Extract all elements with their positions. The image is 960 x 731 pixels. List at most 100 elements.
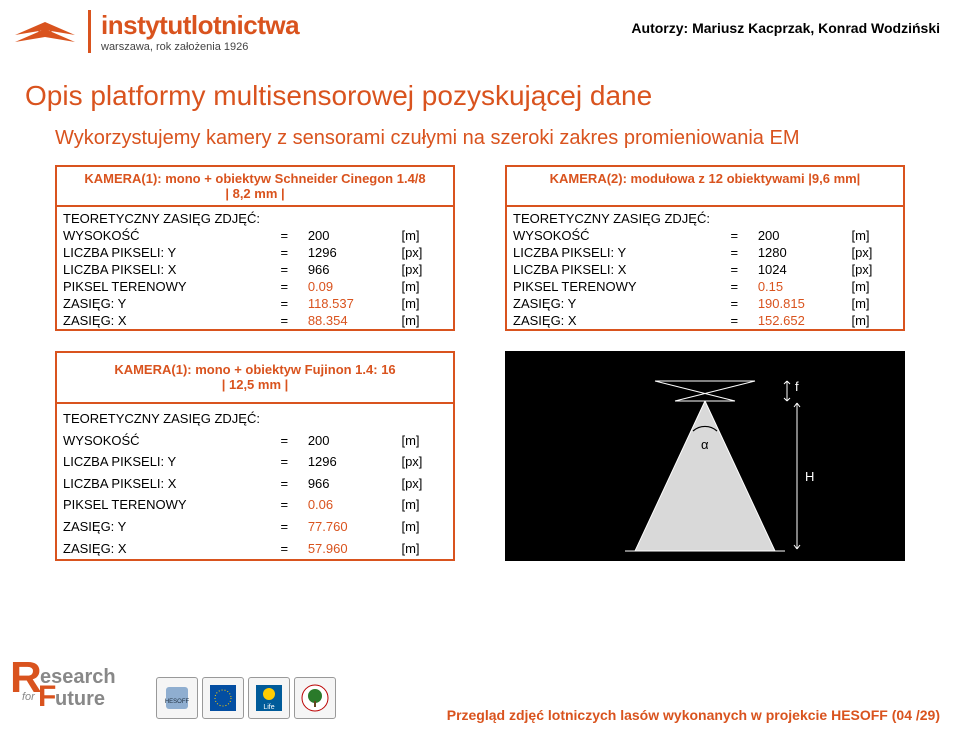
tables-row-2: KAMERA(1): mono + obiektyw Fujinon 1.4: … — [55, 351, 960, 561]
table-row: PIKSEL TERENOWY=0.15[m] — [506, 278, 904, 295]
row-label: LICZBA PIKSELI: X — [506, 261, 717, 278]
cam3-body: WYSOKOŚĆ=200[m]LICZBA PIKSELI: Y=1296[px… — [56, 429, 454, 560]
table-row: WYSOKOŚĆ=200[m] — [56, 227, 454, 244]
row-eq: = — [267, 261, 302, 278]
row-unit: [m] — [395, 429, 454, 451]
row-eq: = — [717, 295, 752, 312]
camera2-table: KAMERA(2): modułowa z 12 obiektywami |9,… — [505, 165, 905, 331]
row-label: LICZBA PIKSELI: Y — [56, 451, 267, 473]
logo-block: instytutlotnictwa warszawa, rok założeni… — [10, 10, 299, 60]
row-unit: [m] — [845, 295, 904, 312]
logo-subtitle: warszawa, rok założenia 1926 — [101, 41, 299, 53]
optics-diagram: f α H — [505, 351, 905, 561]
row-value: 57.960 — [302, 537, 396, 560]
table-row: LICZBA PIKSELI: Y=1296[px] — [56, 244, 454, 261]
row-eq: = — [267, 516, 302, 538]
row-unit: [m] — [395, 516, 454, 538]
row-label: PIKSEL TERENOWY — [56, 494, 267, 516]
table-row: PIKSEL TERENOWY=0.06[m] — [56, 494, 454, 516]
authors-text: Autorzy: Mariusz Kacprzak, Konrad Wodziń… — [631, 20, 940, 36]
tables-row-1: KAMERA(1): mono + obiektyw Schneider Cin… — [55, 165, 960, 331]
table-row: ZASIĘG: X=152.652[m] — [506, 312, 904, 330]
row-unit: [m] — [395, 227, 454, 244]
table-row: LICZBA PIKSELI: X=966[px] — [56, 472, 454, 494]
row-label: ZASIĘG: X — [506, 312, 717, 330]
table-row: LICZBA PIKSELI: Y=1280[px] — [506, 244, 904, 261]
row-label: PIKSEL TERENOWY — [506, 278, 717, 295]
row-label: WYSOKOŚĆ — [56, 429, 267, 451]
logo-title: instytutlotnictwa — [101, 10, 299, 41]
row-eq: = — [717, 278, 752, 295]
row-label: WYSOKOŚĆ — [506, 227, 717, 244]
camera1-table: KAMERA(1): mono + obiektyw Schneider Cin… — [55, 165, 455, 331]
row-eq: = — [267, 429, 302, 451]
row-value: 118.537 — [302, 295, 396, 312]
row-unit: [m] — [845, 278, 904, 295]
row-eq: = — [717, 244, 752, 261]
row-unit: [m] — [845, 227, 904, 244]
row-label: LICZBA PIKSELI: Y — [506, 244, 717, 261]
cam3-title-l1: KAMERA(1): mono + obiektyw Fujinon 1.4: … — [61, 362, 449, 377]
row-eq: = — [267, 244, 302, 261]
cam3-title-l2: | 12,5 mm | — [61, 377, 449, 392]
row-label: PIKSEL TERENOWY — [56, 278, 267, 295]
cam1-body: WYSOKOŚĆ=200[m]LICZBA PIKSELI: Y=1296[px… — [56, 227, 454, 330]
row-value: 1024 — [752, 261, 846, 278]
uture-text: uture — [55, 688, 105, 711]
row-label: ZASIĘG: X — [56, 537, 267, 560]
row-value: 966 — [302, 472, 396, 494]
row-eq: = — [267, 295, 302, 312]
row-unit: [px] — [845, 261, 904, 278]
row-value: 200 — [752, 227, 846, 244]
cam3-section: TEORETYCZNY ZASIĘG ZDJĘĆ: — [56, 403, 454, 430]
row-value: 190.815 — [752, 295, 846, 312]
row-eq: = — [267, 537, 302, 560]
row-value: 1280 — [752, 244, 846, 261]
row-unit: [px] — [395, 261, 454, 278]
row-eq: = — [267, 472, 302, 494]
row-eq: = — [717, 261, 752, 278]
row-label: ZASIĘG: Y — [56, 516, 267, 538]
row-label: LICZBA PIKSELI: X — [56, 261, 267, 278]
row-label: ZASIĘG: Y — [56, 295, 267, 312]
row-eq: = — [717, 227, 752, 244]
table-row: ZASIĘG: X=57.960[m] — [56, 537, 454, 560]
table-row: WYSOKOŚĆ=200[m] — [56, 429, 454, 451]
alpha-label: α — [701, 437, 709, 452]
row-unit: [m] — [395, 312, 454, 330]
badge-eu — [202, 677, 244, 719]
footer: R esearch for F uture HESOFF Life Przegl… — [0, 661, 960, 731]
table-row: ZASIĘG: Y=118.537[m] — [56, 295, 454, 312]
row-label: WYSOKOŚĆ — [56, 227, 267, 244]
row-eq: = — [267, 312, 302, 330]
svg-text:HESOFF: HESOFF — [165, 699, 190, 705]
row-value: 88.354 — [302, 312, 396, 330]
table-row: ZASIĘG: X=88.354[m] — [56, 312, 454, 330]
row-label: LICZBA PIKSELI: X — [56, 472, 267, 494]
table-row: WYSOKOŚĆ=200[m] — [506, 227, 904, 244]
row-value: 200 — [302, 227, 396, 244]
header: instytutlotnictwa warszawa, rok założeni… — [0, 0, 960, 60]
row-value: 0.06 — [302, 494, 396, 516]
for-text: for — [22, 691, 35, 703]
cam1-title-l2: | 8,2 mm | — [61, 186, 449, 201]
row-label: LICZBA PIKSELI: Y — [56, 244, 267, 261]
badge-hesoff: HESOFF — [156, 677, 198, 719]
row-label: ZASIĘG: Y — [506, 295, 717, 312]
badge-tree — [294, 677, 336, 719]
row-value: 1296 — [302, 244, 396, 261]
row-eq: = — [267, 227, 302, 244]
badge-life: Life — [248, 677, 290, 719]
f-label: f — [795, 379, 799, 394]
row-value: 1296 — [302, 451, 396, 473]
table-row: LICZBA PIKSELI: X=1024[px] — [506, 261, 904, 278]
row-eq: = — [267, 451, 302, 473]
row-unit: [px] — [395, 472, 454, 494]
f-letter: F — [38, 680, 56, 714]
row-value: 77.760 — [302, 516, 396, 538]
row-unit: [m] — [395, 295, 454, 312]
row-unit: [m] — [845, 312, 904, 330]
row-eq: = — [267, 494, 302, 516]
row-unit: [m] — [395, 278, 454, 295]
row-value: 200 — [302, 429, 396, 451]
